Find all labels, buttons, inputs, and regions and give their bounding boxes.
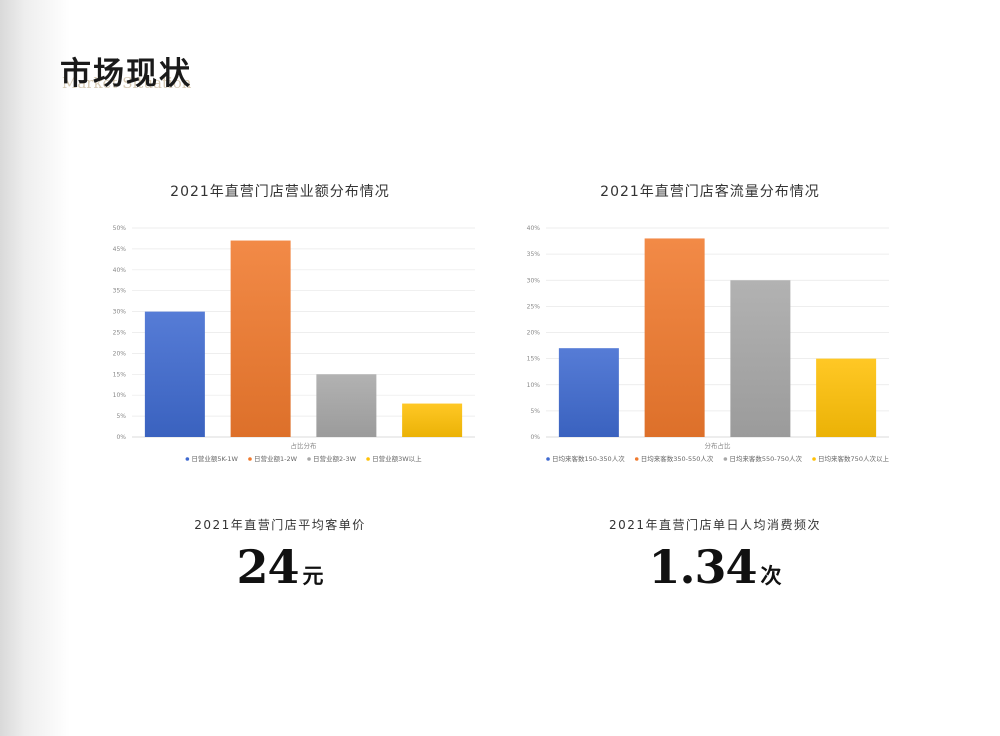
bar-orange — [230, 240, 291, 437]
legend-label: 日营业额3W以上 — [372, 454, 422, 463]
legend-swatch — [546, 457, 550, 461]
avg-order-unit: 元 — [302, 563, 324, 588]
y-tick-label: 30% — [527, 277, 541, 284]
x-axis-label: 分布占比 — [705, 441, 732, 450]
legend-item: 日营业额2-3W — [307, 454, 357, 463]
y-tick-label: 25% — [527, 303, 541, 310]
page-subtitle-en: Market Situation — [62, 74, 192, 92]
frequency-number: 1.34 — [648, 540, 757, 594]
x-axis-label: 占比分布 — [291, 441, 318, 450]
legend-item: 日营业额5K-1W — [185, 454, 239, 463]
legend-swatch — [248, 457, 252, 461]
legend-item: 日均来客数350-550人次 — [634, 454, 714, 463]
legend-swatch — [723, 457, 728, 461]
legend-swatch — [366, 457, 370, 461]
chart-title-traffic: 2021年直营门店客流量分布情况 — [600, 184, 820, 200]
bar-orange — [644, 238, 705, 437]
bar-blue — [558, 348, 619, 437]
y-tick-label: 15% — [527, 356, 541, 363]
legend-swatch — [812, 457, 816, 461]
frequency-unit: 次 — [760, 563, 782, 588]
y-tick-label: 0% — [116, 434, 126, 441]
chart-legend: 日营业额5K-1W 日营业额1-2W 日营业额2-3W 日营业额3W以上 — [185, 454, 422, 463]
avg-order-number: 24 — [236, 540, 299, 594]
y-tick-label: 50% — [113, 225, 127, 232]
chart-title-revenue: 2021年直营门店营业额分布情况 — [170, 184, 390, 200]
y-tick-label: 5% — [530, 408, 540, 415]
y-tick-label: 35% — [527, 251, 541, 258]
page-title: 市场现状 — [60, 56, 192, 92]
bar-gray — [316, 374, 377, 437]
y-tick-label: 35% — [113, 288, 127, 295]
y-tick-label: 10% — [113, 392, 127, 399]
revenue-bar-chart: 0% 5% 10% 15% 20% 25% 30% 35% 40% 45% 50% 占比分布日营业额5… — [113, 225, 475, 463]
legend-label: 日均来客数150-350人次 — [552, 454, 625, 463]
y-tick-label: 30% — [113, 309, 127, 316]
legend-label: 日均来客数350-550人次 — [641, 454, 714, 463]
y-tick-label: 0% — [530, 434, 540, 441]
y-tick-label: 10% — [527, 382, 541, 389]
y-tick-label: 40% — [113, 267, 127, 274]
y-tick-label: 5% — [116, 413, 126, 420]
legend-label: 日营业额2-3W — [313, 454, 357, 463]
y-tick-label: 45% — [113, 246, 127, 253]
legend-swatch — [634, 457, 639, 461]
legend-item: 日均来客数550-750人次 — [723, 454, 803, 463]
avg-order-label: 2021年直营门店平均客单价 — [194, 518, 366, 532]
frequency-value: 1.34 次 — [555, 540, 875, 594]
y-tick-label: 20% — [113, 350, 127, 357]
y-tick-label: 25% — [113, 330, 127, 337]
y-tick-label: 40% — [527, 225, 541, 232]
bar-yellow — [402, 403, 463, 437]
legend-item: 日均来客数150-350人次 — [546, 454, 625, 463]
legend-label: 日均来客数550-750人次 — [729, 454, 802, 463]
y-tick-label: 15% — [113, 371, 127, 378]
legend-swatch — [307, 457, 311, 461]
legend-label: 日均来客数750人次以上 — [818, 454, 889, 463]
traffic-bar-chart: 0% 5% 10% 15% 20% 25% 30% 35% 40% 分布占比日均来客数150-35… — [527, 225, 890, 463]
legend-item: 日均来客数750人次以上 — [812, 454, 889, 463]
frequency-label: 2021年直营门店单日人均消费频次 — [608, 518, 822, 532]
avg-order-value: 24 元 — [130, 540, 430, 594]
legend-label: 日营业额1-2W — [254, 454, 298, 463]
legend-label: 日营业额5K-1W — [191, 454, 238, 463]
legend-item: 日营业额3W以上 — [366, 454, 422, 463]
page-header: 市场现状 Market Situation — [60, 48, 192, 93]
legend-swatch — [185, 457, 190, 461]
chart-legend: 日均来客数150-350人次 日均来客数350-550人次 日均来客数550-750… — [546, 454, 889, 463]
bar-blue — [144, 311, 205, 437]
y-tick-label: 20% — [527, 330, 541, 337]
bar-yellow — [816, 358, 877, 437]
bar-gray — [730, 280, 791, 437]
legend-item: 日营业额1-2W — [248, 454, 298, 463]
